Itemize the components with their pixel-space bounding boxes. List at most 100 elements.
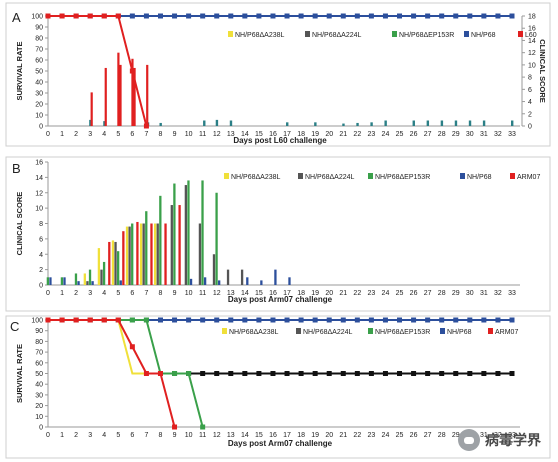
series-marker (284, 13, 290, 19)
series-marker (368, 317, 374, 323)
y-tick-label: 12 (35, 190, 43, 197)
x-tick-label: 32 (494, 290, 502, 297)
legend-swatch (228, 31, 233, 37)
x-tick-label: 29 (452, 432, 460, 439)
series-marker (129, 68, 135, 74)
x-tick-label: 6 (130, 290, 134, 297)
bar (187, 180, 190, 285)
y-tick-label: 30 (35, 392, 43, 399)
series-marker (495, 371, 501, 376)
y-tick-label: 0 (39, 124, 43, 131)
x-tick-label: 27 (424, 432, 432, 439)
legend-swatch (224, 173, 229, 179)
series-marker (143, 371, 149, 376)
x-tick-label: 32 (494, 131, 502, 138)
bar (63, 277, 66, 285)
series-marker (115, 13, 121, 19)
y-tick-label-right: 6 (528, 87, 532, 94)
y-tick-label: 10 (35, 113, 43, 120)
bar (114, 241, 117, 285)
series-marker (143, 317, 149, 323)
panel-letter: A (12, 10, 21, 25)
series-marker (453, 371, 459, 376)
y-tick-label: 10 (35, 414, 43, 421)
legend-swatch (368, 328, 373, 334)
bar (97, 248, 101, 285)
legend-swatch (305, 31, 310, 37)
series-marker (129, 13, 135, 19)
series-marker (214, 371, 220, 376)
x-tick-label: 23 (367, 131, 375, 138)
y-tick-label-right: 0 (528, 124, 532, 131)
bar (178, 205, 181, 285)
y-axis-label: SURVIVAL RATE (15, 41, 24, 100)
y-tick-label: 100 (31, 14, 43, 21)
bar (46, 277, 49, 285)
bar (156, 223, 159, 285)
y-tick-label: 90 (35, 25, 43, 32)
bar (426, 120, 430, 126)
x-tick-label: 21 (339, 131, 347, 138)
y-axis-label: CLINICAL SCORE (15, 192, 24, 256)
x-tick-label: 24 (382, 290, 390, 297)
x-tick-label: 2 (74, 290, 78, 297)
x-tick-label: 10 (185, 432, 193, 439)
x-tick-label: 26 (410, 432, 418, 439)
x-tick-label: 15 (255, 131, 263, 138)
bar (412, 120, 415, 126)
y-tick-label: 70 (35, 350, 43, 357)
y-tick-label: 70 (35, 47, 43, 54)
bar (89, 119, 92, 126)
y-tick-label: 8 (39, 221, 43, 228)
bar (454, 120, 458, 126)
bar (203, 120, 206, 126)
bar (159, 122, 162, 126)
series-marker (73, 317, 79, 323)
series-marker (242, 317, 248, 323)
x-tick-label: 31 (480, 290, 488, 297)
x-tick-label: 9 (173, 131, 177, 138)
y-tick-label-right: 18 (528, 14, 536, 21)
bar (184, 185, 188, 285)
legend-label: NH/P68ΔA224L (312, 32, 362, 39)
bar (86, 281, 89, 285)
series-marker (397, 13, 403, 19)
bar (146, 64, 149, 126)
bar (88, 269, 92, 285)
x-tick-label: 7 (144, 432, 148, 439)
x-tick-label: 20 (325, 432, 333, 439)
bar (131, 58, 134, 126)
y-tick-label: 50 (35, 69, 43, 76)
series-marker (45, 317, 51, 323)
series-marker (368, 13, 374, 19)
bar (49, 277, 52, 285)
series-marker (172, 371, 178, 376)
bar (189, 278, 193, 285)
bar (150, 223, 153, 285)
y-tick-label-right: 14 (528, 38, 536, 45)
legend-label: NH/P68ΔA238L (235, 32, 285, 39)
series-marker (270, 13, 276, 19)
x-tick-label: 14 (241, 432, 249, 439)
y-axis-label: SURVIVAL RATE (15, 344, 24, 403)
x-tick-label: 11 (199, 432, 206, 439)
series-marker (495, 317, 501, 323)
series-marker (157, 371, 163, 376)
y-tick-label: 80 (35, 339, 43, 346)
x-tick-label: 16 (269, 290, 277, 297)
legend-label: NH/P68ΔA224L (305, 174, 355, 181)
x-tick-label: 27 (424, 290, 432, 297)
x-tick-label: 8 (159, 290, 163, 297)
x-tick-label: 32 (494, 432, 502, 439)
x-tick-label: 0 (46, 131, 50, 138)
x-tick-label: 1 (60, 131, 64, 138)
series-marker (481, 371, 487, 376)
watermark-logo-icon (458, 429, 480, 451)
bar (60, 277, 64, 285)
legend-label: NH/P68 (467, 174, 492, 181)
series-marker (73, 13, 79, 19)
legend-swatch (222, 328, 227, 334)
legend-label: NH/P68ΔA238L (231, 174, 281, 181)
